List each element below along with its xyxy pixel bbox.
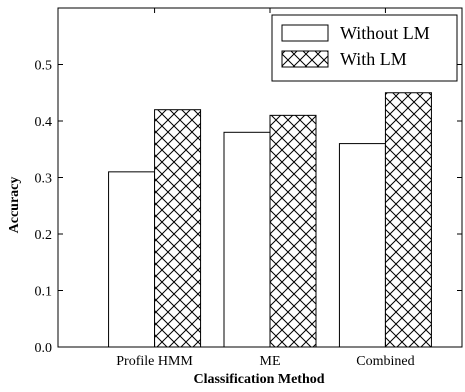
legend-swatch (281, 50, 329, 68)
legend-label: With LM (340, 49, 407, 69)
y-axis-label: Accuracy (7, 177, 22, 234)
bars (108, 92, 432, 348)
x-axis-label: Classification Method (193, 372, 324, 387)
y-axis: 0.0 0.1 0.2 0.3 0.4 0.5 (35, 59, 462, 356)
bar (223, 131, 271, 348)
bar (108, 171, 156, 348)
x-tick-label: Combined (356, 354, 414, 369)
x-tick-label: ME (260, 354, 281, 369)
y-tick-label: 0.2 (35, 228, 53, 243)
bar (154, 109, 202, 348)
y-tick-label: 0.4 (35, 115, 53, 130)
bar (384, 92, 432, 348)
x-tick-label: Profile HMM (116, 354, 193, 369)
bar (269, 114, 317, 348)
legend-label: Without LM (340, 23, 430, 43)
x-axis: Profile HMM ME Combined (116, 8, 415, 369)
bar (338, 143, 386, 348)
legend: Without LM With LM (271, 14, 458, 82)
y-tick-label: 0.5 (35, 59, 53, 74)
legend-swatch (281, 24, 329, 42)
y-tick-label: 0.1 (35, 285, 53, 300)
y-tick-label: 0.3 (35, 172, 53, 187)
y-tick-label: 0.0 (35, 341, 53, 356)
